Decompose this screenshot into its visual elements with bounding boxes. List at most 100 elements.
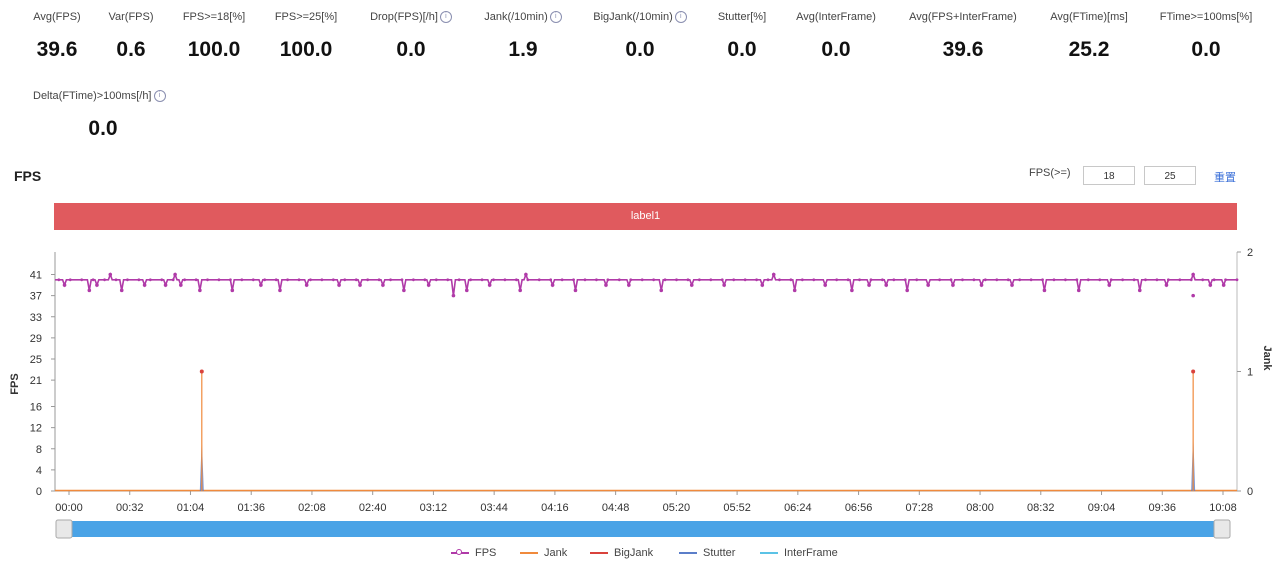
fps-point bbox=[550, 283, 555, 287]
jank-point bbox=[1191, 369, 1196, 374]
fps-point bbox=[286, 278, 289, 282]
metric-6: BigJank(/10min) i 0.0 bbox=[580, 10, 700, 62]
threshold-input-1[interactable]: 18 bbox=[1083, 166, 1135, 185]
info-icon[interactable]: i bbox=[439, 11, 452, 24]
legend-label: Jank bbox=[544, 547, 568, 559]
metric-value: 0.0 bbox=[88, 117, 118, 140]
fps-point bbox=[377, 278, 381, 282]
fps-point bbox=[663, 278, 667, 282]
fps-point bbox=[915, 278, 919, 282]
threshold-input-2[interactable]: 25 bbox=[1144, 166, 1196, 185]
fps-point bbox=[732, 278, 736, 282]
fps-point bbox=[903, 278, 907, 282]
fps-point bbox=[412, 278, 415, 282]
metric-label: Delta(FTime)>100ms[/h] i bbox=[33, 89, 166, 103]
fps-point bbox=[263, 278, 267, 282]
fps-point bbox=[57, 278, 61, 282]
y-tick-label: 4 bbox=[36, 465, 42, 477]
metric-value: 39.6 bbox=[36, 38, 78, 61]
fps-point bbox=[103, 278, 106, 282]
metric-8: Avg(InterFrame) 0.0 bbox=[776, 10, 896, 62]
fps-point bbox=[492, 278, 495, 282]
fps-point bbox=[1155, 278, 1159, 282]
metric-value: 100.0 bbox=[187, 38, 241, 61]
metric-1: Var(FPS) 0.6 bbox=[71, 10, 191, 62]
y2-axis-title: Jank bbox=[1261, 345, 1273, 371]
metric-4: Drop(FPS)[/h] i 0.0 bbox=[351, 10, 471, 62]
fps-point bbox=[689, 283, 694, 287]
fps-point bbox=[278, 288, 282, 293]
x-tick-label: 00:00 bbox=[55, 502, 83, 514]
fps-point bbox=[760, 283, 765, 287]
metric-10: Avg(FTime)[ms] 25.2 bbox=[1029, 10, 1149, 62]
fps-point bbox=[778, 278, 781, 282]
fps-point bbox=[846, 278, 850, 282]
fps-point bbox=[173, 272, 177, 277]
fps-point bbox=[1109, 278, 1113, 282]
fps-point bbox=[1006, 278, 1010, 282]
metric-2: FPS>=18[%] 100.0 bbox=[154, 10, 274, 62]
fps-point bbox=[514, 278, 518, 282]
zoom-handle-left[interactable] bbox=[55, 519, 73, 539]
fps-point bbox=[518, 288, 522, 293]
info-icon[interactable]: i bbox=[674, 11, 687, 24]
fps-point bbox=[95, 283, 99, 287]
label-bar[interactable]: label1 bbox=[54, 203, 1237, 230]
legend-swatch bbox=[760, 552, 778, 554]
legend-item-bigjank[interactable]: BigJank bbox=[590, 547, 653, 559]
fps-point bbox=[358, 283, 362, 287]
legend-item-jank[interactable]: Jank bbox=[520, 547, 567, 559]
metric-label: BigJank(/10min) i bbox=[580, 10, 700, 24]
fps-point bbox=[1144, 278, 1147, 282]
info-icon[interactable]: i bbox=[153, 90, 166, 103]
fps-point bbox=[487, 283, 492, 287]
fps-point bbox=[926, 283, 930, 287]
x-tick-label: 08:00 bbox=[966, 502, 994, 514]
y-tick-label: 12 bbox=[30, 423, 42, 435]
fps-point bbox=[627, 283, 631, 287]
y-tick-label: 33 bbox=[30, 312, 42, 324]
metric-value: 0.0 bbox=[625, 38, 655, 61]
metric-value: 39.6 bbox=[942, 38, 984, 61]
fps-point bbox=[1178, 278, 1182, 282]
fps-point bbox=[230, 288, 235, 293]
jank-point bbox=[199, 369, 204, 374]
info-icon[interactable]: i bbox=[549, 11, 562, 24]
legend-swatch bbox=[590, 552, 608, 554]
fps-point bbox=[137, 278, 141, 282]
x-tick-label: 09:04 bbox=[1088, 502, 1116, 514]
fps-point bbox=[228, 278, 232, 282]
fps-point bbox=[604, 283, 608, 287]
zoom-handle-right[interactable] bbox=[1213, 519, 1231, 539]
fps-point bbox=[617, 278, 621, 282]
y2-tick-label: 0 bbox=[1247, 486, 1253, 498]
fps-point bbox=[274, 278, 278, 282]
fps-point bbox=[148, 278, 152, 282]
fps-point bbox=[91, 278, 95, 282]
fps-point bbox=[949, 278, 953, 282]
fps-point bbox=[595, 278, 598, 282]
fps-point bbox=[867, 283, 871, 287]
fps-point bbox=[251, 278, 255, 282]
x-tick-label: 00:32 bbox=[116, 502, 144, 514]
metric-9: Avg(FPS+InterFrame) 39.6 bbox=[903, 10, 1023, 62]
fps-point bbox=[606, 278, 610, 282]
fps-point bbox=[198, 288, 202, 293]
fps-point bbox=[1042, 288, 1047, 293]
fps-point bbox=[400, 278, 404, 282]
legend-label: FPS bbox=[475, 547, 497, 559]
reset-button[interactable]: 重置 bbox=[1214, 172, 1236, 184]
fps-point bbox=[1076, 288, 1081, 293]
fps-point bbox=[62, 283, 67, 287]
fps-point bbox=[434, 278, 438, 282]
y-axis-title: FPS bbox=[9, 373, 21, 394]
fps-point bbox=[572, 278, 575, 282]
chart-legend: FPS Jank BigJank Stutter InterFrame bbox=[0, 547, 1280, 563]
fps-point bbox=[938, 278, 941, 282]
legend-item-fps[interactable]: FPS bbox=[451, 547, 496, 559]
fps-point bbox=[309, 278, 312, 282]
fps-point bbox=[1164, 283, 1169, 287]
legend-item-stutter[interactable]: Stutter bbox=[679, 547, 735, 559]
x-tick-label: 05:20 bbox=[663, 502, 691, 514]
legend-item-interframe[interactable]: InterFrame bbox=[760, 547, 838, 559]
